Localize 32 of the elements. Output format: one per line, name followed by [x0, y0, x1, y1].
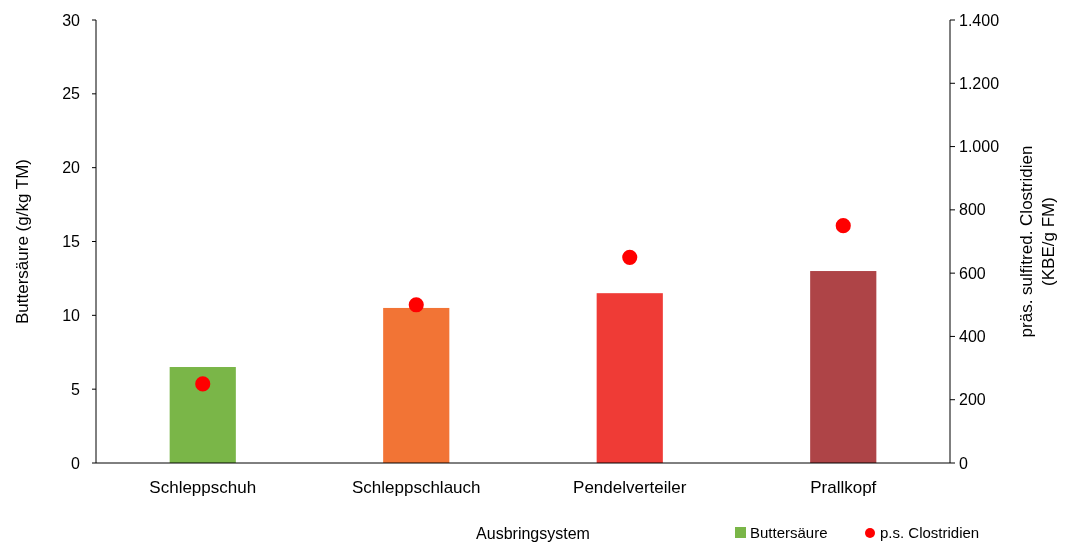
y-tick-label: 20 — [62, 159, 81, 177]
y-tick-label: 30 — [62, 11, 81, 29]
legend-label: p.s. Clostridien — [880, 524, 980, 542]
bar — [596, 293, 663, 463]
y2-tick-label: 400 — [959, 328, 986, 346]
point — [195, 376, 211, 392]
x-axis-title: Ausbringsystem — [476, 525, 590, 542]
bar — [383, 307, 450, 463]
x-tick-label: Pendelverteiler — [573, 478, 687, 497]
y-tick-label: 15 — [62, 233, 81, 251]
y-tick-label: 25 — [62, 85, 81, 103]
y2-tick-label: 0 — [959, 454, 968, 472]
y2-tick-label: 1.400 — [959, 11, 1000, 29]
y2-axis-title: präs. sulfitred. Clostridien (KBE/g FM) — [1017, 145, 1058, 338]
y2-tick-label: 800 — [959, 201, 986, 219]
y2-tick-label: 1.000 — [959, 138, 1000, 156]
x-tick-label: Schleppschlauch — [351, 478, 481, 497]
y2-tick-label: 200 — [959, 391, 986, 409]
x-tick-label: Schleppschuh — [149, 478, 257, 497]
bar — [810, 271, 877, 463]
y2-tick-label: 1.200 — [959, 74, 1000, 92]
bar — [169, 367, 236, 463]
point — [408, 297, 424, 313]
point — [622, 249, 638, 265]
y-tick-label: 10 — [62, 306, 81, 324]
point — [835, 218, 851, 234]
x-tick-label: Prallkopf — [810, 478, 877, 497]
y-tick-label: 5 — [71, 380, 81, 398]
y-tick-label: 0 — [71, 454, 81, 472]
legend-label: Buttersäure — [750, 524, 828, 542]
y2-tick-label: 600 — [959, 264, 986, 282]
y-axis-title: Buttersäure (g/kg TM) — [13, 158, 32, 325]
